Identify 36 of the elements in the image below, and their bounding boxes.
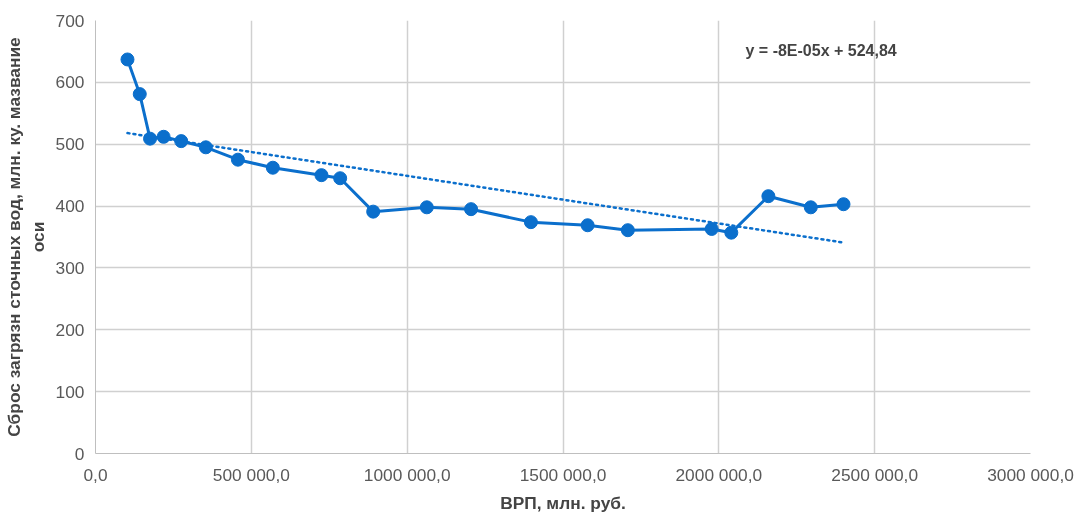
x-tick-label: 1000 000,0: [363, 464, 451, 485]
point: [366, 204, 381, 219]
x-tick-label: 3000 000,0: [987, 464, 1074, 485]
point: [724, 225, 739, 240]
y-tick-label: 700: [55, 10, 85, 31]
point: [132, 87, 147, 102]
point: [580, 218, 595, 233]
point: [333, 171, 348, 186]
y-tick-label: 600: [55, 72, 85, 93]
point: [464, 202, 479, 217]
y-tick-label: 0: [74, 443, 85, 464]
x-tick-label: 2000 000,0: [675, 464, 763, 485]
point: [265, 160, 280, 175]
y-tick-label: 200: [55, 319, 85, 340]
x-tick-label: 500 000,0: [212, 464, 290, 485]
point: [704, 221, 719, 236]
point: [314, 168, 329, 183]
y-tick-label: 500: [55, 134, 85, 155]
point: [803, 200, 818, 215]
x-axis-title: ВРП, млн. руб.: [500, 492, 626, 513]
annotation: y = -8E-05x + 524,84: [745, 41, 897, 59]
x-tick-label: 0,0: [83, 464, 108, 485]
point: [761, 189, 776, 204]
y-tick-label: 400: [55, 196, 85, 217]
y-axis-title: Сброс загрязн сточных вод, млн. ку. мазвание оси: [3, 36, 48, 437]
point: [230, 152, 245, 167]
point: [120, 52, 135, 67]
point: [143, 131, 158, 146]
point: [419, 200, 434, 215]
y-tick-label: 300: [55, 257, 85, 278]
x-tick-label: 1500 000,0: [519, 464, 607, 485]
y-tick-label: 100: [55, 381, 85, 402]
point: [620, 223, 635, 238]
x-tick-label: 2500 000,0: [831, 464, 919, 485]
point: [836, 197, 851, 212]
point: [523, 215, 538, 230]
